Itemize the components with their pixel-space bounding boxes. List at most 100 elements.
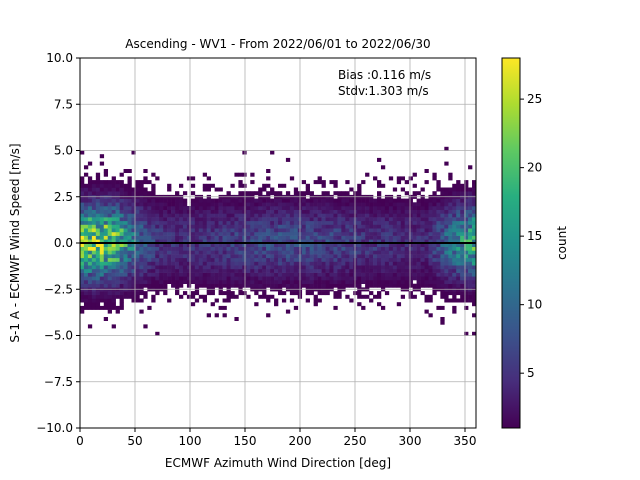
heatmap-cell	[392, 198, 398, 203]
heatmap-cell	[103, 202, 109, 207]
heatmap-cell	[448, 265, 453, 270]
heatmap-cell	[131, 291, 136, 296]
heatmap-cell	[147, 180, 152, 185]
heatmap-cell	[83, 183, 89, 188]
heatmap-cell	[456, 191, 461, 196]
heatmap-cell	[448, 246, 453, 251]
heatmap-cell	[349, 239, 354, 244]
heatmap-cell	[384, 261, 390, 266]
heatmap-cell	[87, 209, 93, 214]
heatmap-cell	[167, 254, 172, 259]
heatmap-cell	[440, 228, 445, 233]
heatmap-cell	[460, 217, 465, 222]
heatmap-cell	[135, 283, 140, 288]
heatmap-cell	[380, 209, 386, 214]
heatmap-cell	[171, 250, 176, 255]
heatmap-cell	[432, 291, 437, 296]
heatmap-cell	[301, 246, 307, 251]
heatmap-cell	[278, 228, 283, 233]
heatmap-cell	[135, 280, 140, 284]
heatmap-cell	[210, 280, 215, 284]
heatmap-cell	[182, 272, 188, 277]
heatmap-cell	[448, 213, 453, 218]
heatmap-cell	[147, 209, 152, 214]
heatmap-cell	[333, 276, 338, 281]
heatmap-cell	[226, 246, 231, 251]
heatmap-cell	[448, 198, 453, 203]
heatmap-cell	[293, 261, 299, 266]
heatmap-cell	[155, 220, 160, 225]
heatmap-cell	[333, 250, 338, 255]
heatmap-cell	[361, 294, 366, 299]
heatmap-cell	[131, 298, 136, 303]
heatmap-cell	[396, 246, 402, 251]
heatmap-cell	[440, 272, 445, 277]
heatmap-cell	[147, 213, 152, 218]
heatmap-cell	[159, 254, 164, 259]
heatmap-cell	[440, 209, 445, 214]
heatmap-cell	[377, 217, 382, 222]
heatmap-cell	[444, 213, 449, 218]
heatmap-cell	[226, 228, 231, 233]
heatmap-cell	[95, 294, 101, 299]
heatmap-cell	[404, 209, 409, 214]
heatmap-cell	[337, 250, 342, 255]
heatmap-cell	[365, 217, 370, 222]
heatmap-cell	[345, 265, 350, 270]
heatmap-cell	[242, 261, 247, 266]
heatmap-cell	[87, 161, 93, 166]
heatmap-cell	[214, 187, 219, 192]
heatmap-cell	[99, 209, 105, 214]
heatmap-cell	[246, 202, 251, 207]
heatmap-cell	[218, 280, 223, 284]
heatmap-cell	[131, 254, 136, 259]
heatmap-cell	[373, 198, 378, 203]
heatmap-cell	[472, 313, 477, 318]
heatmap-cell	[111, 176, 116, 181]
heatmap-cell	[436, 268, 441, 273]
heatmap-cell	[210, 202, 215, 207]
heatmap-cell	[285, 254, 291, 259]
heatmap-cell	[408, 217, 413, 222]
heatmap-cell	[436, 246, 441, 251]
heatmap-cell	[226, 239, 231, 244]
heatmap-cell	[369, 250, 374, 255]
heatmap-cell	[99, 272, 105, 277]
heatmap-cell	[151, 231, 156, 236]
heatmap-cell	[214, 224, 219, 229]
heatmap-cell	[246, 206, 251, 210]
heatmap-cell	[151, 272, 156, 277]
heatmap-cell	[396, 202, 402, 207]
heatmap-cell	[452, 250, 457, 255]
heatmap-cell	[456, 180, 461, 185]
heatmap-cell	[305, 283, 310, 288]
heatmap-cell	[91, 183, 97, 188]
heatmap-cell	[254, 246, 259, 251]
heatmap-cell	[139, 224, 144, 229]
heatmap-cell	[424, 220, 429, 225]
heatmap-cell	[238, 198, 243, 203]
heatmap-cell	[448, 206, 453, 210]
heatmap-cell	[163, 276, 168, 281]
heatmap-cell	[285, 206, 291, 210]
heatmap-cell	[262, 198, 267, 203]
heatmap-cell	[182, 231, 188, 236]
heatmap-cell	[111, 283, 116, 288]
heatmap-cell	[278, 261, 283, 266]
heatmap-cell	[321, 280, 326, 284]
heatmap-cell	[186, 235, 192, 240]
heatmap-cell	[115, 187, 120, 192]
heatmap-cell	[369, 261, 374, 266]
heatmap-cell	[472, 213, 477, 218]
heatmap-cell	[206, 291, 211, 296]
heatmap-cell	[329, 209, 334, 214]
heatmap-cell	[202, 220, 208, 225]
heatmap-cell	[175, 235, 180, 240]
heatmap-cell	[202, 231, 208, 236]
heatmap-cell	[361, 265, 366, 270]
heatmap-cell	[107, 183, 112, 188]
heatmap-cell	[301, 283, 307, 288]
heatmap-cell	[250, 268, 255, 273]
heatmap-cell	[396, 243, 402, 247]
heatmap-cell	[349, 243, 354, 247]
